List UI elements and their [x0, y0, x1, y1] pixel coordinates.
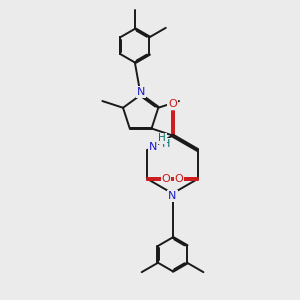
Text: O: O — [162, 174, 170, 184]
Text: N: N — [149, 142, 158, 152]
Text: N: N — [136, 87, 145, 97]
Text: O: O — [168, 99, 177, 109]
Text: N: N — [168, 191, 177, 201]
Text: H: H — [158, 134, 166, 143]
Text: H: H — [162, 139, 170, 149]
Text: O: O — [175, 174, 183, 184]
